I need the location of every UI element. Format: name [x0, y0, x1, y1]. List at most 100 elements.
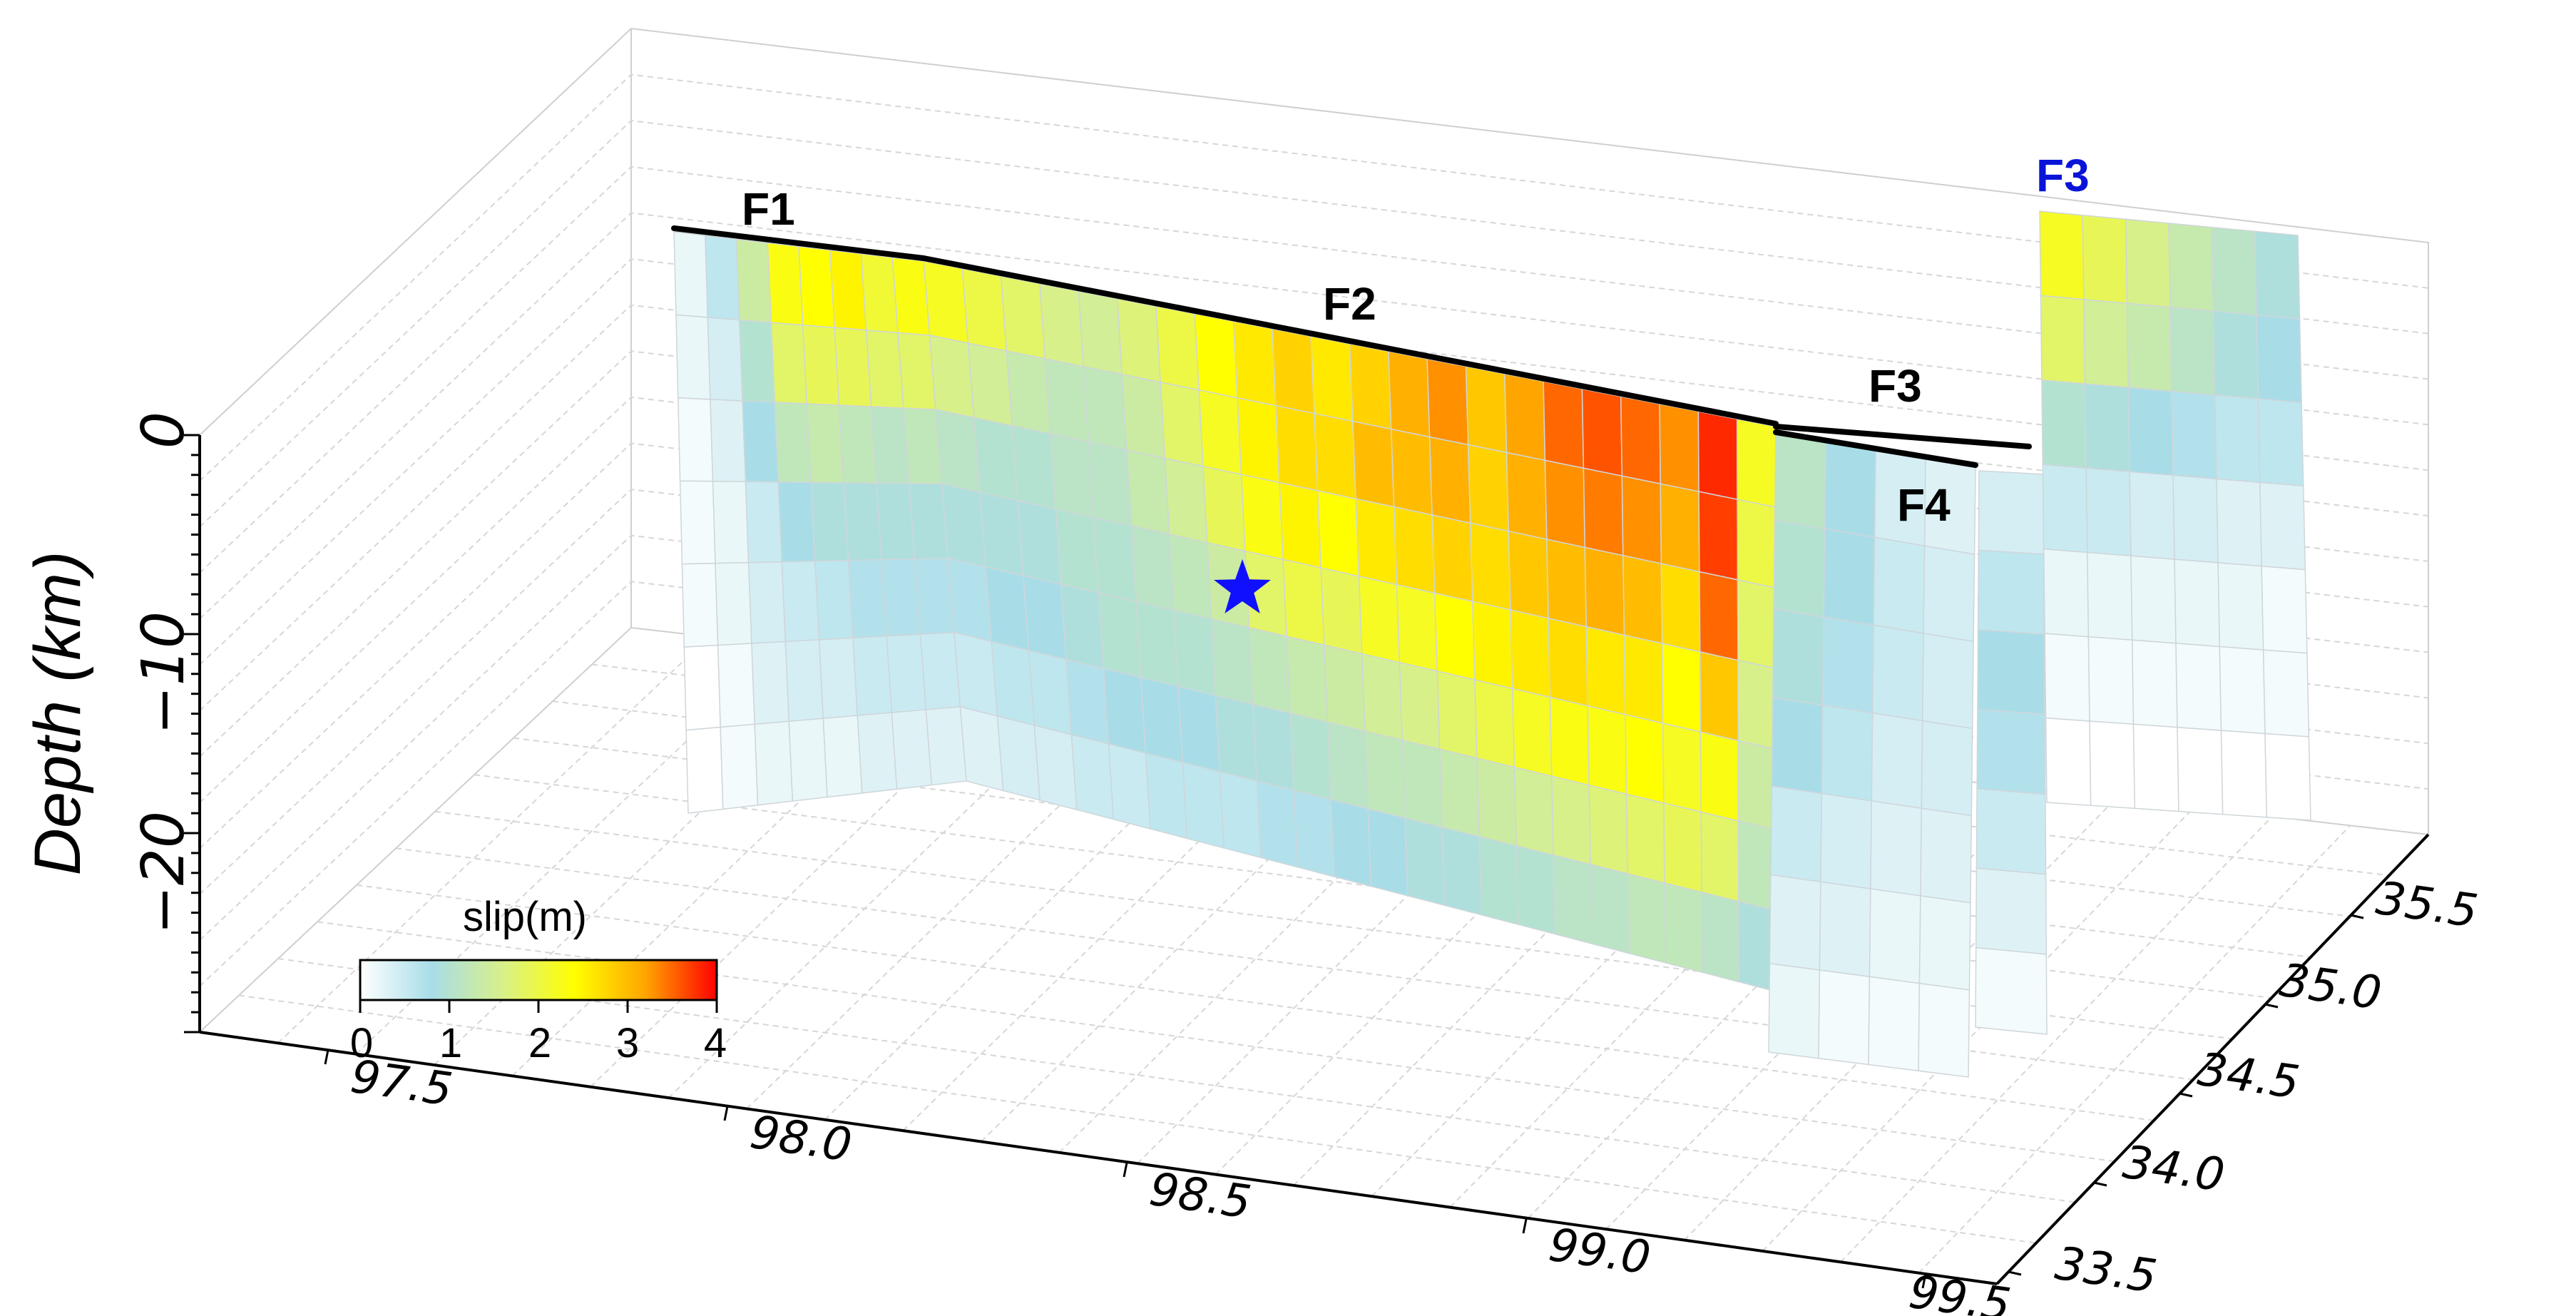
y-axis-line [1995, 833, 2430, 1285]
slip-patch [1065, 658, 1110, 745]
slip-patch [715, 561, 752, 646]
slip-patch [2168, 223, 2214, 312]
slip-patch [2125, 218, 2171, 308]
slip-patch [1771, 697, 1824, 795]
slip-patch [1428, 436, 1471, 524]
slip-patch [1252, 703, 1295, 791]
fault-plane-1 [673, 231, 967, 814]
slip-patch [1478, 835, 1519, 926]
slip-patch [1248, 627, 1291, 714]
slip-patch [1700, 811, 1739, 902]
slip-patch [1513, 766, 1554, 856]
slip-patch [1868, 976, 1921, 1072]
slip-patch [1314, 412, 1356, 500]
slip-patch [843, 482, 882, 561]
slip-patch [802, 324, 840, 406]
slip-patch [681, 562, 719, 648]
slip-patch [1511, 688, 1553, 777]
slip-patch [767, 242, 804, 326]
slip-patch [967, 342, 1013, 427]
slip-patch [1324, 644, 1366, 733]
slip-patch [1871, 624, 1924, 722]
fault-plane-5 [2039, 210, 2311, 821]
slip-patch [770, 322, 808, 404]
slip-patch [1330, 798, 1372, 887]
slip-patch [717, 643, 755, 728]
slip-patch [2084, 383, 2130, 473]
slip-patch [941, 483, 986, 568]
slip-patch [2172, 474, 2219, 563]
slip-patch [774, 402, 812, 484]
slip-patch [1116, 297, 1161, 383]
slip-patch [2220, 730, 2268, 818]
slip-patch [745, 481, 783, 563]
slip-patch [914, 557, 955, 636]
slip-patch [1219, 770, 1262, 859]
slip-patch [1202, 465, 1246, 552]
slip-patch [1168, 534, 1212, 620]
slip-patch [1039, 282, 1085, 367]
slip-patch [1390, 428, 1433, 516]
slip-patch [1587, 705, 1627, 795]
slip-patch [1976, 787, 2047, 875]
fault-plane-2 [923, 260, 1777, 992]
slip-patch [2045, 717, 2092, 807]
slip-patch [2042, 464, 2088, 554]
slip-patch [1701, 891, 1740, 983]
slip-patch [860, 253, 899, 334]
slip-patch [908, 483, 949, 560]
slip-patch [954, 631, 998, 717]
slip-patch [677, 397, 714, 482]
slip-patch [1737, 740, 1777, 831]
slip-patch [1465, 365, 1508, 454]
slip-patch [1361, 653, 1404, 741]
slip-patch [1918, 895, 1971, 991]
slip-patch [810, 481, 849, 562]
slip-patch [1083, 366, 1128, 452]
slip-patch [739, 319, 776, 403]
slip-patch [1286, 636, 1329, 723]
slip-patch [1093, 516, 1137, 603]
slip-patch [925, 706, 967, 786]
slip-patch [1700, 731, 1739, 822]
slip-patch [1327, 721, 1369, 810]
slip-patch [2129, 471, 2175, 560]
fault-slip-patches [673, 210, 2311, 1078]
slip-patch [2130, 555, 2177, 644]
slip-patch [1976, 708, 2046, 795]
slip-patch [1293, 789, 1335, 878]
slip-patch [1625, 713, 1665, 804]
slip-patch [2219, 646, 2266, 735]
slip-patch [870, 406, 910, 484]
slip-patch [2127, 387, 2174, 476]
slip-patch [742, 400, 780, 483]
slip-patch [1060, 583, 1105, 670]
slip-patch [1921, 720, 1973, 817]
slip-patch [829, 249, 867, 331]
slip-patch [1661, 643, 1702, 733]
slip-patch [1818, 969, 1871, 1066]
slip-patch [1737, 659, 1777, 750]
slip-patch [1769, 874, 1821, 971]
slip-patch [1164, 457, 1208, 544]
slip-patch [1918, 982, 1971, 1078]
slip-patch [1623, 634, 1664, 724]
slip-patch [2087, 551, 2133, 641]
slip-patch [1130, 525, 1175, 611]
slip-patch [1135, 601, 1179, 688]
slip-patch [1549, 696, 1590, 786]
slip-patch [1871, 712, 1923, 810]
slip-patch [1352, 420, 1395, 508]
slip-patch [979, 491, 1024, 576]
fault-plane-3 [1768, 431, 1976, 1078]
slip-patch [865, 330, 904, 409]
slip-patch [1441, 826, 1483, 916]
slip-patch [876, 482, 916, 561]
slip-patch [1774, 431, 1826, 530]
slip-patch [961, 267, 1008, 352]
slip-patch [919, 631, 961, 710]
slip-patch [1349, 343, 1392, 430]
slip-patch [1256, 780, 1299, 868]
slip-patch [2132, 723, 2179, 812]
